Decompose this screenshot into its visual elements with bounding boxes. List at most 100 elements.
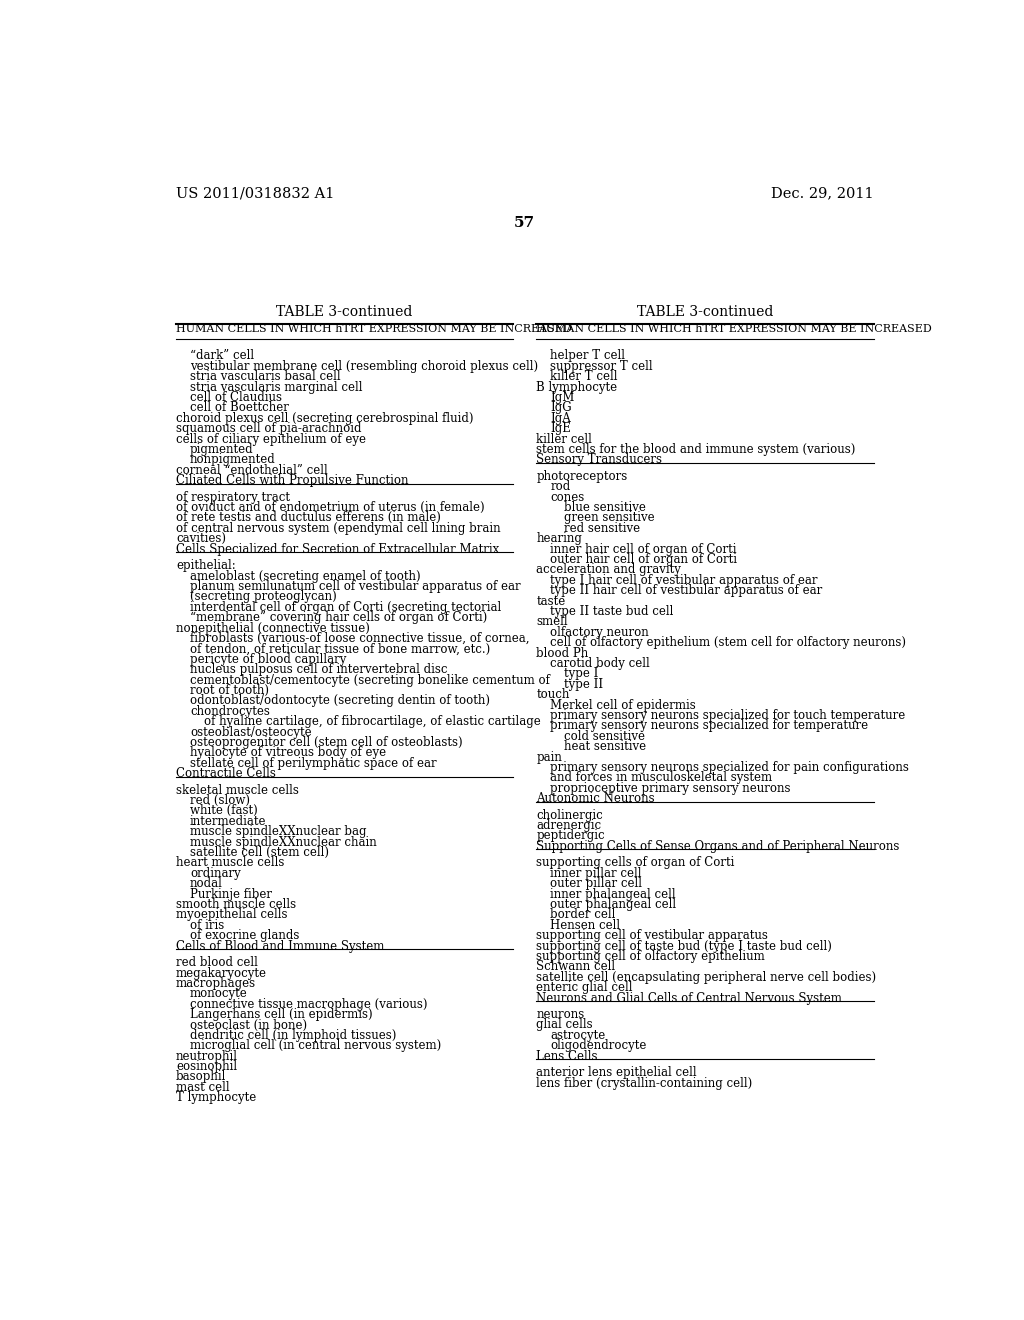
Text: “dark” cell: “dark” cell [190, 350, 254, 363]
Text: supporting cell of taste bud (type I taste bud cell): supporting cell of taste bud (type I tas… [537, 940, 833, 953]
Text: fibroblasts (various-of loose connective tissue, of cornea,: fibroblasts (various-of loose connective… [190, 632, 529, 645]
Text: red sensitive: red sensitive [564, 521, 640, 535]
Text: blood Ph: blood Ph [537, 647, 589, 660]
Text: cavities): cavities) [176, 532, 226, 545]
Text: myoepithelial cells: myoepithelial cells [176, 908, 288, 921]
Text: type II hair cell of vestibular apparatus of ear: type II hair cell of vestibular apparatu… [550, 585, 822, 597]
Text: stria vascularis basal cell: stria vascularis basal cell [190, 370, 341, 383]
Text: Ciliated Cells with Propulsive Function: Ciliated Cells with Propulsive Function [176, 474, 409, 487]
Text: red blood cell: red blood cell [176, 956, 258, 969]
Text: inner hair cell of organ of Corti: inner hair cell of organ of Corti [550, 543, 737, 556]
Text: dendritic cell (in lymphoid tissues): dendritic cell (in lymphoid tissues) [190, 1028, 396, 1041]
Text: supporting cell of olfactory epithelium: supporting cell of olfactory epithelium [537, 950, 765, 964]
Text: cones: cones [550, 491, 585, 504]
Text: Contractile Cells: Contractile Cells [176, 767, 275, 780]
Text: Neurons and Glial Cells of Central Nervous System: Neurons and Glial Cells of Central Nervo… [537, 991, 843, 1005]
Text: ordinary: ordinary [190, 867, 241, 880]
Text: odontoblast/odontocyte (secreting dentin of tooth): odontoblast/odontocyte (secreting dentin… [190, 694, 490, 708]
Text: of exocrine glands: of exocrine glands [190, 929, 299, 942]
Text: supporting cell of vestibular apparatus: supporting cell of vestibular apparatus [537, 929, 768, 942]
Text: nonpigmented: nonpigmented [190, 453, 275, 466]
Text: of hyaline cartilage, of fibrocartilage, of elastic cartilage: of hyaline cartilage, of fibrocartilage,… [204, 715, 541, 729]
Text: B lymphocyte: B lymphocyte [537, 380, 617, 393]
Text: eosinophil: eosinophil [176, 1060, 238, 1073]
Text: neutrophil: neutrophil [176, 1049, 238, 1063]
Text: inner pillar cell: inner pillar cell [550, 867, 642, 880]
Text: muscle spindleXXnuclear chain: muscle spindleXXnuclear chain [190, 836, 377, 849]
Text: stria vascularis marginal cell: stria vascularis marginal cell [190, 380, 362, 393]
Text: type II: type II [564, 677, 603, 690]
Text: red (slow): red (slow) [190, 795, 250, 807]
Text: monocyte: monocyte [190, 987, 248, 1001]
Text: macrophages: macrophages [176, 977, 256, 990]
Text: touch: touch [537, 688, 569, 701]
Text: olfactory neuron: olfactory neuron [550, 626, 649, 639]
Text: cell of olfactory epithelium (stem cell for olfactory neurons): cell of olfactory epithelium (stem cell … [550, 636, 906, 649]
Text: pericyte of blood capillary: pericyte of blood capillary [190, 653, 346, 665]
Text: root of tooth): root of tooth) [190, 684, 269, 697]
Text: corneal “endothelial” cell: corneal “endothelial” cell [176, 463, 328, 477]
Text: of central nervous system (ependymal cell lining brain: of central nervous system (ependymal cel… [176, 521, 501, 535]
Text: IgM: IgM [550, 391, 574, 404]
Text: neurons: neurons [537, 1008, 585, 1022]
Text: chondrocytes: chondrocytes [190, 705, 270, 718]
Text: Dec. 29, 2011: Dec. 29, 2011 [771, 186, 873, 201]
Text: IgE: IgE [550, 422, 571, 436]
Text: supporting cells of organ of Corti: supporting cells of organ of Corti [537, 857, 735, 870]
Text: muscle spindleXXnuclear bag: muscle spindleXXnuclear bag [190, 825, 367, 838]
Text: lens fiber (crystallin-containing cell): lens fiber (crystallin-containing cell) [537, 1077, 753, 1089]
Text: Hensen cell: Hensen cell [550, 919, 621, 932]
Text: killer cell: killer cell [537, 433, 592, 446]
Text: osteoblast/osteocyte: osteoblast/osteocyte [190, 726, 311, 738]
Text: of tendon, of reticular tissue of bone marrow, etc.): of tendon, of reticular tissue of bone m… [190, 643, 490, 655]
Text: TABLE 3-continued: TABLE 3-continued [637, 305, 773, 318]
Text: killer T cell: killer T cell [550, 370, 617, 383]
Text: blue sensitive: blue sensitive [564, 502, 646, 513]
Text: smell: smell [537, 615, 568, 628]
Text: cells of ciliary epithelium of eye: cells of ciliary epithelium of eye [176, 433, 366, 446]
Text: microglial cell (in central nervous system): microglial cell (in central nervous syst… [190, 1039, 441, 1052]
Text: squamous cell of pia-arachnoid: squamous cell of pia-arachnoid [176, 422, 361, 436]
Text: of rete testis and ductulus efferens (in male): of rete testis and ductulus efferens (in… [176, 511, 441, 524]
Text: glial cells: glial cells [537, 1019, 593, 1031]
Text: connective tissue macrophage (various): connective tissue macrophage (various) [190, 998, 427, 1011]
Text: stem cells for the blood and immune system (various): stem cells for the blood and immune syst… [537, 444, 856, 455]
Text: epithelial:: epithelial: [176, 560, 236, 572]
Text: osteoclast (in bone): osteoclast (in bone) [190, 1019, 307, 1031]
Text: type I: type I [564, 668, 599, 680]
Text: oligodendrocyte: oligodendrocyte [550, 1039, 647, 1052]
Text: heart muscle cells: heart muscle cells [176, 857, 285, 870]
Text: pain: pain [537, 751, 562, 763]
Text: satellite cell (encapsulating peripheral nerve cell bodies): satellite cell (encapsulating peripheral… [537, 970, 877, 983]
Text: heat sensitive: heat sensitive [564, 741, 646, 754]
Text: and forces in musculoskeletal system: and forces in musculoskeletal system [550, 771, 772, 784]
Text: Cells Specialized for Secretion of Extracellular Matrix: Cells Specialized for Secretion of Extra… [176, 543, 500, 556]
Text: border cell: border cell [550, 908, 615, 921]
Text: smooth muscle cells: smooth muscle cells [176, 898, 296, 911]
Text: IgA: IgA [550, 412, 571, 425]
Text: outer pillar cell: outer pillar cell [550, 878, 642, 890]
Text: HUMAN CELLS IN WHICH hTRT EXPRESSION MAY BE INCREASED: HUMAN CELLS IN WHICH hTRT EXPRESSION MAY… [176, 323, 571, 334]
Text: T lymphocyte: T lymphocyte [176, 1092, 256, 1105]
Text: 57: 57 [514, 216, 536, 230]
Text: IgG: IgG [550, 401, 572, 414]
Text: proprioceptive primary sensory neurons: proprioceptive primary sensory neurons [550, 781, 791, 795]
Text: basophil: basophil [176, 1071, 226, 1084]
Text: carotid body cell: carotid body cell [550, 657, 650, 671]
Text: green sensitive: green sensitive [564, 511, 655, 524]
Text: nucleus pulposus cell of intervertebral disc: nucleus pulposus cell of intervertebral … [190, 663, 447, 676]
Text: white (fast): white (fast) [190, 804, 258, 817]
Text: cold sensitive: cold sensitive [564, 730, 645, 743]
Text: Langerhans cell (in epidermis): Langerhans cell (in epidermis) [190, 1008, 373, 1022]
Text: pigmented: pigmented [190, 444, 254, 455]
Text: (secreting proteoglycan): (secreting proteoglycan) [190, 590, 337, 603]
Text: taste: taste [537, 594, 565, 607]
Text: planum semilunatum cell of vestibular apparatus of ear: planum semilunatum cell of vestibular ap… [190, 579, 520, 593]
Text: intermediate: intermediate [190, 814, 266, 828]
Text: interdental cell of organ of Corti (secreting tectorial: interdental cell of organ of Corti (secr… [190, 601, 502, 614]
Text: of iris: of iris [190, 919, 224, 932]
Text: photoreceptors: photoreceptors [537, 470, 628, 483]
Text: type I hair cell of vestibular apparatus of ear: type I hair cell of vestibular apparatus… [550, 574, 818, 587]
Text: cell of Boettcher: cell of Boettcher [190, 401, 289, 414]
Text: inner phalangeal cell: inner phalangeal cell [550, 887, 676, 900]
